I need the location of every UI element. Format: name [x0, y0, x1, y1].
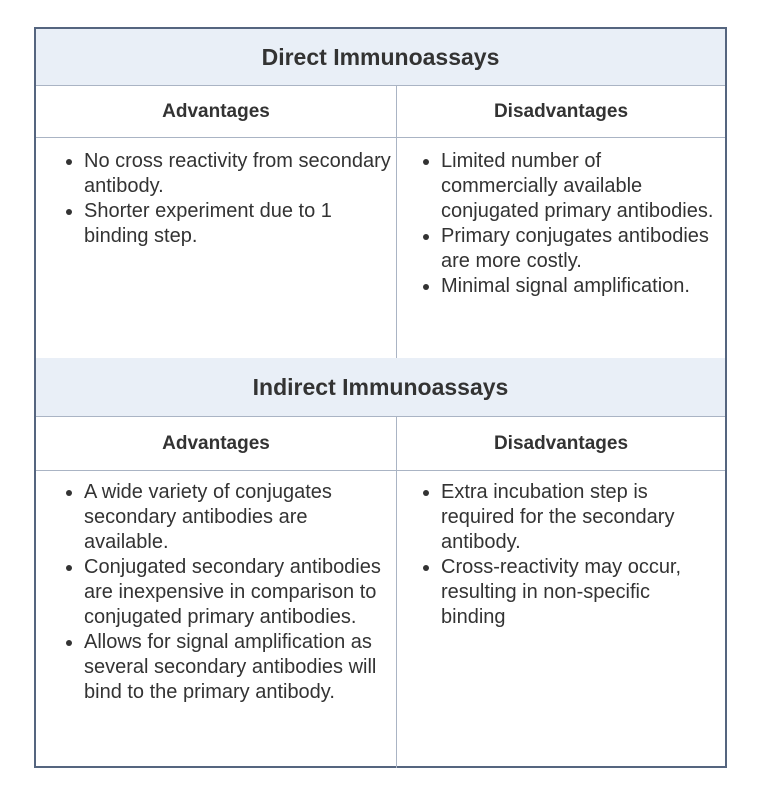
list-item: A wide variety of conjugates secondary a…	[84, 480, 381, 555]
list-item: Cross-reactivity may occur, resulting in…	[441, 555, 687, 630]
list-item: Minimal signal amplification.	[441, 274, 723, 299]
direct-disadvantages-header: Disadvantages	[397, 86, 725, 138]
list-item: Primary conjugates antibodies are more c…	[441, 224, 723, 274]
indirect-disadvantages-cell: Extra incubation step is required for th…	[397, 480, 687, 630]
indirect-title: Indirect Immunoassays	[36, 358, 725, 417]
column-divider	[396, 417, 397, 768]
immunoassay-comparison-table: Direct Immunoassays Advantages Disadvant…	[34, 27, 727, 768]
list-item: No cross reactivity from secondary antib…	[84, 149, 396, 199]
list-item: Conjugated secondary antibodies are inex…	[84, 555, 381, 630]
column-divider	[396, 86, 397, 358]
list-item: Allows for signal amplification as sever…	[84, 630, 381, 705]
direct-advantages-cell: No cross reactivity from secondary antib…	[36, 149, 396, 249]
list-item: Extra incubation step is required for th…	[441, 480, 687, 555]
list-item: Shorter experiment due to 1 binding step…	[84, 199, 396, 249]
direct-title: Direct Immunoassays	[36, 29, 725, 86]
indirect-disadvantages-header: Disadvantages	[397, 417, 725, 471]
list-item: Limited number of commercially available…	[441, 149, 723, 224]
direct-advantages-header: Advantages	[36, 86, 396, 138]
indirect-advantages-cell: A wide variety of conjugates secondary a…	[36, 480, 381, 705]
indirect-advantages-header: Advantages	[36, 417, 396, 471]
direct-disadvantages-cell: Limited number of commercially available…	[397, 149, 727, 299]
